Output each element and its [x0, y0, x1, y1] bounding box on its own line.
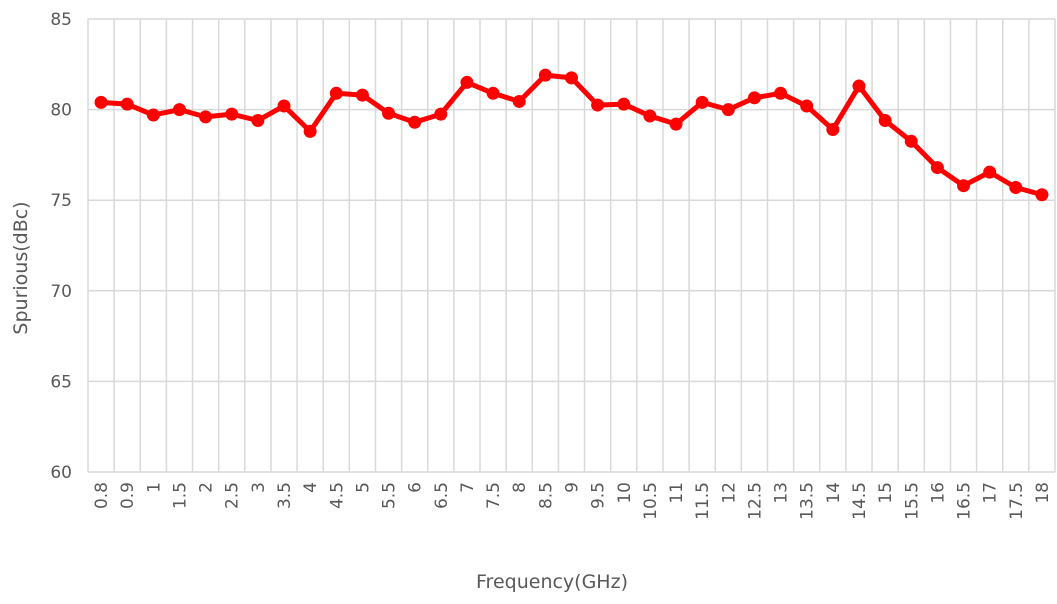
data-point [591, 98, 605, 112]
data-point [146, 108, 160, 122]
x-tick-label: 12.5 [745, 482, 765, 520]
data-point [355, 88, 369, 102]
x-tick-label: 16.5 [955, 482, 975, 520]
x-tick-label: 15.5 [902, 482, 922, 520]
data-point [617, 97, 631, 111]
data-point [826, 123, 840, 137]
data-point [800, 99, 814, 113]
x-tick-label: 1.5 [170, 482, 190, 509]
x-tick-label: 2.5 [223, 482, 243, 509]
y-tick-label: 75 [50, 191, 72, 211]
x-tick-label: 12 [719, 482, 739, 504]
data-point [486, 86, 500, 100]
data-point [878, 113, 892, 127]
x-axis-label: Frequency(GHz) [476, 571, 628, 593]
x-tick-label: 17 [981, 482, 1001, 504]
data-point [1035, 188, 1049, 202]
x-tick-label: 8.5 [536, 482, 556, 509]
data-point [983, 165, 997, 179]
data-point [747, 91, 761, 105]
data-point [277, 99, 291, 113]
data-point [538, 68, 552, 82]
x-tick-label: 11 [667, 482, 687, 504]
data-point [1009, 181, 1023, 195]
data-point [382, 106, 396, 120]
x-tick-label: 15 [876, 482, 896, 504]
data-point [643, 109, 657, 123]
x-tick-label: 3.5 [275, 482, 295, 509]
x-tick-label: 14.5 [850, 482, 870, 520]
data-point [225, 107, 239, 121]
data-point [329, 86, 343, 100]
x-tick-label: 7 [458, 482, 478, 493]
data-point [721, 103, 735, 117]
data-point [852, 79, 866, 93]
y-tick-label: 70 [50, 282, 72, 302]
x-tick-label: 9 [563, 482, 583, 493]
data-point [94, 95, 108, 109]
x-tick-label: 9.5 [589, 482, 609, 509]
x-tick-label: 6 [406, 482, 426, 493]
x-tick-label: 14 [824, 482, 844, 504]
x-tick-label: 18 [1033, 482, 1053, 504]
data-point [303, 124, 317, 138]
x-tick-label: 1 [144, 482, 164, 493]
x-tick-label: 3 [249, 482, 269, 493]
x-tick-label: 16 [928, 482, 948, 504]
data-point [434, 107, 448, 121]
x-tick-label: 0.9 [118, 482, 138, 509]
x-tick-label: 13 [772, 482, 792, 504]
x-tick-label: 11.5 [693, 482, 713, 520]
data-line [100, 72, 1043, 198]
data-point [251, 113, 265, 127]
data-point [695, 95, 709, 109]
data-point [774, 86, 788, 100]
x-tick-label: 8 [510, 482, 530, 493]
x-tick-label: 5 [353, 482, 373, 493]
x-tick-label: 4.5 [327, 482, 347, 509]
x-tick-label: 10.5 [641, 482, 661, 520]
y-tick-label: 60 [50, 463, 72, 483]
data-point [199, 110, 213, 124]
x-tick-label: 13.5 [798, 482, 818, 520]
x-tick-label: 10 [615, 482, 635, 504]
data-point [172, 103, 186, 117]
data-point [930, 161, 944, 175]
y-axis-label: Spurious(dBc) [10, 201, 32, 334]
y-tick-label: 85 [50, 10, 72, 30]
y-tick-label: 80 [50, 101, 72, 121]
x-tick-label: 6.5 [432, 482, 452, 509]
x-tick-label: 0.8 [92, 482, 112, 509]
data-point [904, 134, 918, 148]
x-tick-label: 17.5 [1007, 482, 1027, 520]
data-point [408, 115, 422, 129]
data-point [512, 94, 526, 108]
data-point [565, 71, 578, 85]
x-tick-label: 7.5 [484, 482, 504, 509]
x-tick-label: 2 [197, 482, 217, 493]
x-tick-label: 5.5 [380, 482, 400, 509]
data-point [460, 75, 474, 89]
data-point [120, 97, 134, 111]
data-point [669, 117, 683, 131]
y-tick-label: 65 [50, 372, 72, 392]
x-tick-label: 4 [301, 482, 321, 493]
data-point [957, 179, 971, 193]
